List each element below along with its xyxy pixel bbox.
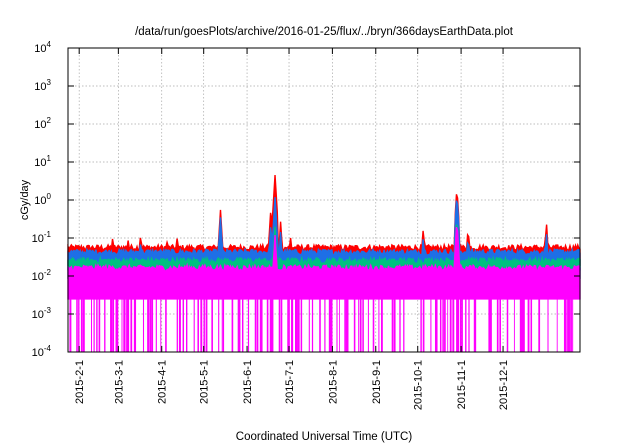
x-tick-label: 2015-11-1 [456,360,468,409]
y-tick-label: 101 [34,154,51,169]
y-tick-label: 103 [34,78,51,93]
series-area [67,226,581,300]
y-tick-label: 10-2 [32,268,52,283]
y-tick-label: 102 [34,116,51,131]
x-tick-label: 2015-4-1 [157,360,169,404]
x-tick-label: 2015-3-1 [113,360,125,404]
y-axis-label: cGy/day [19,179,31,220]
y-tick-label: 10-4 [32,344,52,359]
x-tick-label: 2015-8-1 [327,360,339,404]
x-tick-label: 2015-2-1 [74,360,86,404]
series-area [67,197,581,271]
x-axis-label: Coordinated Universal Time (UTC) [236,431,413,443]
y-tick-label: 10-3 [32,306,52,321]
x-axis: 2015-2-1 2015-3-1 2015-4-1 2015-5-1 2015-6-1… [74,48,510,410]
series-area [67,224,581,279]
y-tick-label: 10-1 [32,230,52,245]
chart-title: /data/run/goesPlots/archive/2016-01-25/f… [135,26,514,38]
x-tick-label: 2015-9-1 [371,360,383,404]
x-tick-label: 2015-5-1 [199,360,211,404]
x-tick-label: 2015-10-1 [413,360,425,410]
grid [68,48,580,352]
y-tick-label: 104 [34,40,51,55]
x-tick-label: 2015-6-1 [242,360,254,404]
series-layer [67,174,581,352]
y-tick-label: 100 [34,192,51,207]
x-tick-label: 2015-12-1 [498,360,510,410]
x-tick-label: 2015-7-1 [284,360,296,404]
